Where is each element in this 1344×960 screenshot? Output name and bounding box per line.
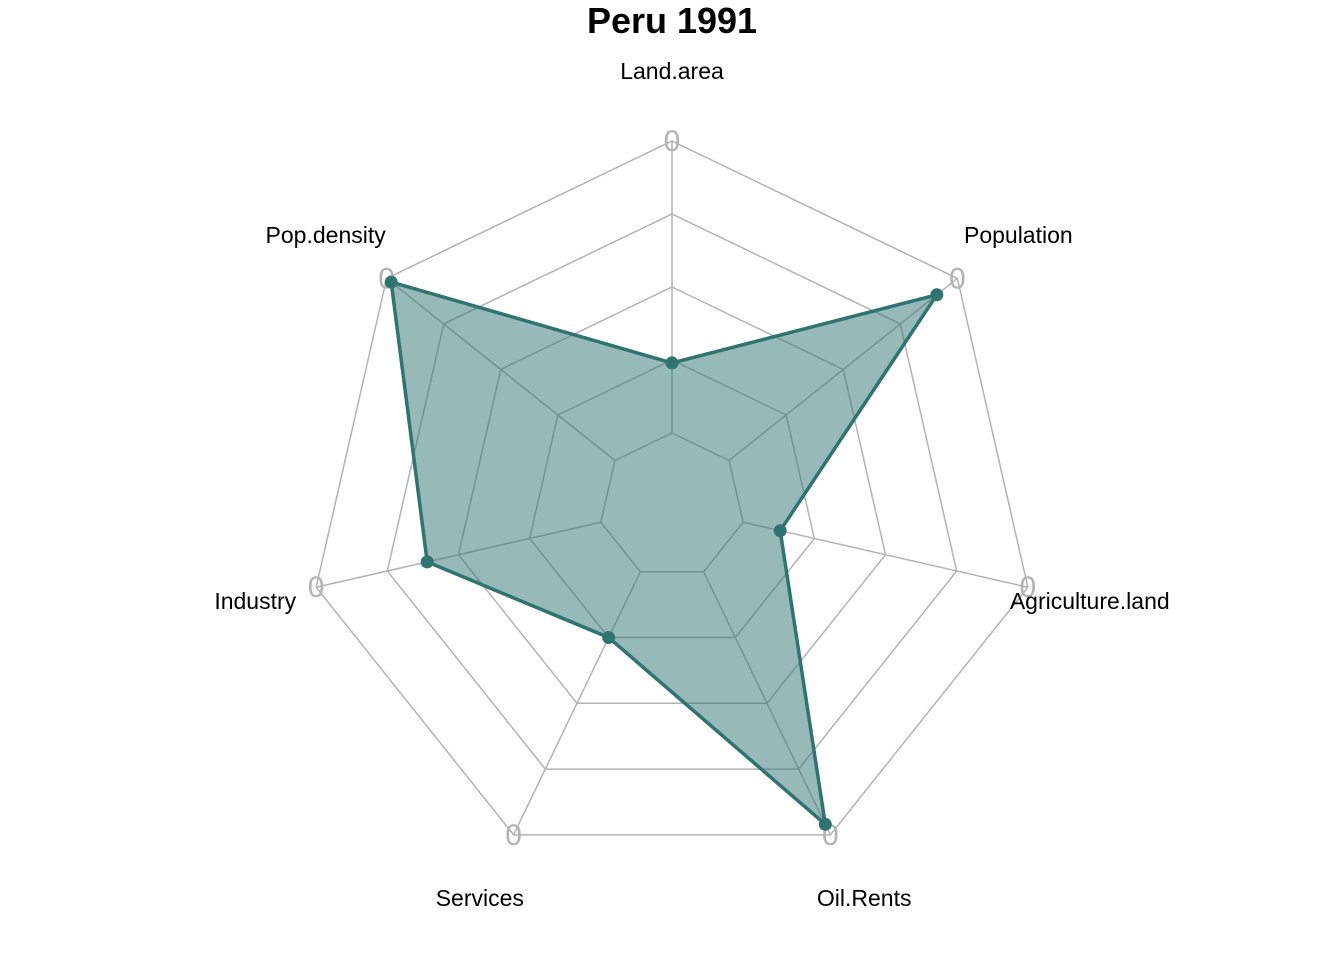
data-point-population [930,288,944,302]
axis-label-industry: Industry [214,588,296,614]
axis-label-oil-rents: Oil.Rents [817,885,912,911]
data-point-services [602,631,616,645]
series-area [389,280,939,827]
axis-label-pop-density: Pop.density [266,222,387,248]
data-point-oil-rents [818,817,832,831]
data-point-industry [420,555,434,569]
ring-tick-label: 0 [1020,571,1037,604]
data-point-agriculture-land [773,524,787,538]
ring-tick-label: 0 [505,819,522,852]
data-point-land-area [665,356,679,370]
radar-points [384,275,944,831]
axis-label-land-area: Land.area [620,58,724,84]
ring-tick-label: 0 [949,262,966,295]
chart-title: Peru 1991 [586,0,758,41]
axis-label-services: Services [436,885,524,911]
spoke-agriculture-land [743,521,1029,588]
axis-label-population: Population [964,222,1073,248]
ring-tick-label: 0 [308,571,325,604]
radar-series [389,280,939,827]
data-point-pop-density [384,275,398,289]
ring-tick-label: 0 [664,125,681,158]
axis-label-agriculture-land: Agriculture.land [1010,588,1170,614]
ring-tick-labels: 0000000 [308,125,1036,852]
grid-ring-5 [315,140,1029,836]
axis-labels: Land.area Population Agriculture.land Oil.R… [214,58,1169,911]
